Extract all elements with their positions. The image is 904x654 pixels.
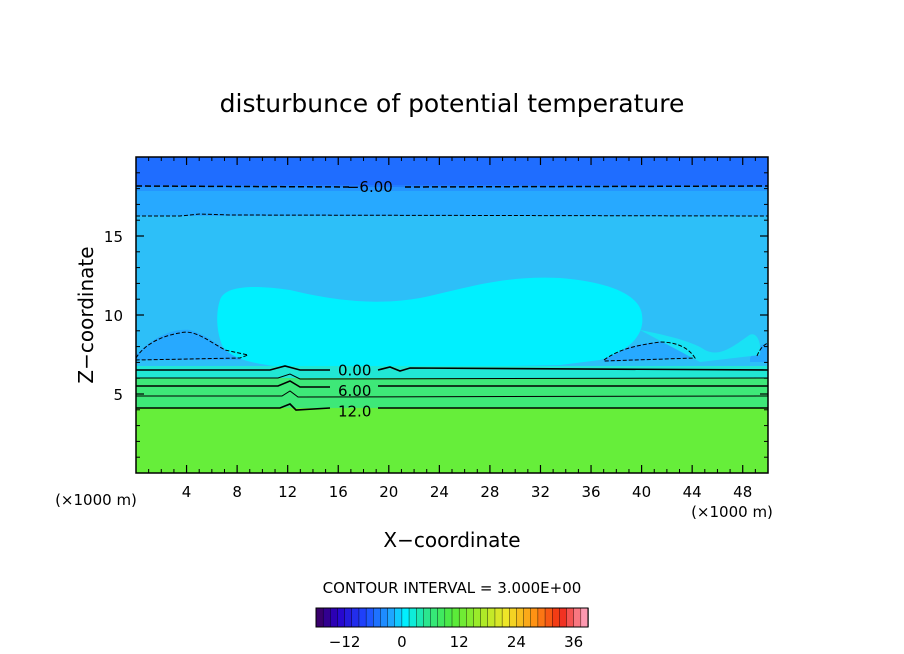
colorbar-swatch — [373, 607, 382, 628]
colorbar-frame — [315, 607, 589, 628]
field-band-top — [136, 157, 768, 187]
colorbar-swatch — [487, 607, 496, 628]
colorbar-swatch — [458, 607, 468, 628]
contour-line-pocket-right — [603, 341, 696, 362]
colorbar-swatch — [544, 607, 553, 628]
colorbar-swatch — [451, 607, 460, 628]
colorbar-swatch — [537, 607, 546, 628]
colorbar-swatch — [430, 607, 439, 628]
contour-line-0 — [136, 365, 769, 372]
colorbar-swatch — [416, 607, 425, 628]
colorbar-swatch — [516, 607, 525, 628]
colorbar-swatch — [337, 607, 346, 628]
contour-line-9 — [136, 390, 769, 398]
contour-interval-note: CONTOUR INTERVAL = 3.000E+00 — [323, 579, 582, 597]
x-tick-label: 36 — [581, 483, 600, 501]
x-axis-label: X−coordinate — [383, 528, 520, 552]
field-band-blend — [136, 185, 768, 191]
colorbar-swatch — [380, 607, 389, 628]
x-tick-label: 20 — [379, 483, 398, 501]
colorbar-swatch — [394, 607, 403, 628]
colorbar-swatch — [494, 607, 503, 628]
x-unit-label: (×1000 m) — [691, 503, 773, 521]
contour-label: 6.00 — [338, 382, 371, 400]
contour-label-layer: −6.00 0.00 6.00 12.0 — [338, 178, 393, 420]
colorbar-swatch — [509, 607, 518, 628]
colorbar-swatch — [530, 607, 539, 628]
colorbar-tick-label: 0 — [397, 633, 407, 651]
colorbar-swatch — [480, 607, 489, 628]
contour-line-pocket-edge — [756, 342, 769, 357]
x-tick-label: 40 — [632, 483, 651, 501]
colorbar-swatch — [473, 607, 482, 628]
field-band-green — [136, 378, 768, 408]
colorbar-tick-label: −12 — [329, 633, 361, 651]
contour-label: 12.0 — [338, 402, 371, 420]
colorbar-swatch — [559, 607, 568, 628]
contour-label: −6.00 — [347, 178, 393, 196]
y-tick-label: 15 — [104, 228, 123, 246]
colorbar-swatch — [573, 607, 582, 628]
contour-line-pocket-left — [135, 331, 250, 361]
colorbar-swatch — [444, 607, 453, 628]
colorbar-tick-label: 12 — [450, 633, 469, 651]
colorbar-swatch — [423, 607, 432, 628]
x-tick-label: 28 — [480, 483, 499, 501]
chart-title: disturbunce of potential temperature — [220, 89, 685, 118]
x-tick-label: 4 — [182, 483, 192, 501]
colorbar-swatch — [580, 607, 589, 628]
contour-line-neg6 — [135, 185, 769, 188]
y-tick-label: 5 — [113, 386, 123, 404]
x-tick-label: 8 — [232, 483, 242, 501]
colorbar-swatch — [552, 607, 561, 628]
colorbar-swatch — [408, 607, 417, 628]
colorbar-swatch — [330, 607, 339, 628]
contour-line-neg3 — [136, 213, 769, 217]
x-tick-label: 24 — [430, 483, 449, 501]
colorbar-swatch — [365, 607, 374, 628]
field-band-upper — [136, 187, 768, 216]
colorbar-swatch — [566, 607, 575, 628]
colorbar-swatch — [344, 607, 353, 628]
colorbar-swatch — [387, 607, 396, 628]
colorbar-tick-label: 24 — [507, 633, 526, 651]
contour-line-3 — [136, 373, 769, 380]
colorbar-tick-label: 36 — [564, 633, 583, 651]
x-tick-label: 16 — [329, 483, 348, 501]
colorbar: −12 0 12 24 36 — [315, 607, 589, 651]
colorbar-swatch — [437, 607, 446, 628]
field-plume — [217, 277, 643, 368]
y-tick-label: 10 — [104, 307, 123, 325]
colorbar-swatch — [466, 607, 475, 628]
y-unit-label: (×1000 m) — [55, 491, 137, 509]
field-band-ground — [136, 408, 768, 473]
colorbar-swatch — [401, 607, 410, 628]
field-pocket-left — [136, 329, 248, 360]
x-tick-label: 48 — [733, 483, 752, 501]
contour-label: 0.00 — [338, 361, 371, 379]
x-tick-label: 12 — [278, 483, 297, 501]
x-tick-label: 32 — [531, 483, 550, 501]
contour-lines — [135, 185, 769, 411]
x-tick-label: 44 — [683, 483, 702, 501]
colorbar-swatch — [351, 607, 360, 628]
colorbar-swatch — [358, 607, 367, 628]
colorbar-swatch — [501, 607, 510, 628]
plot-area: −6.00 0.00 6.00 12.0 — [135, 156, 769, 474]
colorbar-swatch — [523, 607, 532, 628]
contour-line-6 — [136, 380, 768, 388]
contour-line-12 — [136, 403, 768, 411]
field-plume-right — [640, 330, 761, 362]
colorbar-swatch — [315, 607, 324, 628]
colorbar-swatch — [322, 607, 332, 628]
y-axis-label: Z−coordinate — [74, 246, 98, 383]
